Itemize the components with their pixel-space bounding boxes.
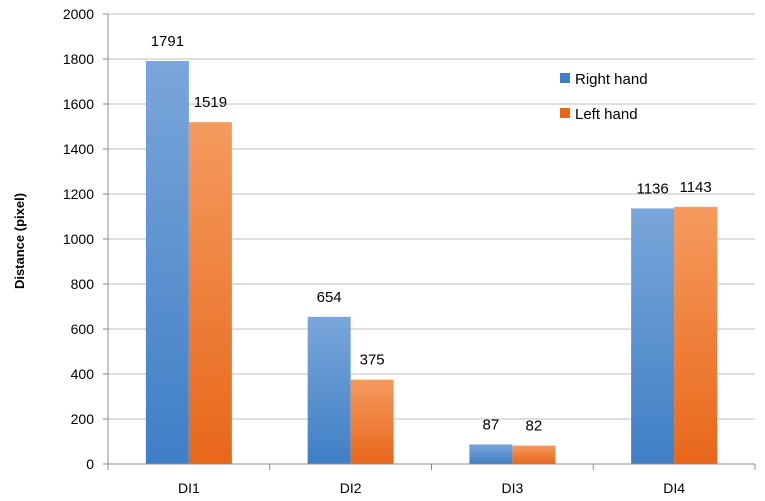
data-label: 375: [360, 352, 385, 369]
y-tick-label: 1000: [63, 231, 94, 247]
y-tick-label: 200: [71, 411, 95, 427]
y-tick-label: 1200: [63, 186, 94, 202]
y-tick-label: 2000: [63, 6, 94, 22]
data-label: 1143: [679, 179, 711, 196]
bar-left-hand-di4: [674, 206, 718, 464]
bars: [145, 61, 718, 465]
y-tick-label: 1600: [63, 96, 94, 112]
data-label: 1519: [194, 94, 227, 111]
y-tick-label: 600: [71, 321, 95, 337]
y-axis-ticks: 0 200 400 600 800 1000 1200 1400 1600 1800 2000: [63, 6, 109, 472]
bar-left-hand-di1: [188, 122, 232, 464]
x-axis: DI1 DI2 DI3 DI4: [107, 463, 756, 496]
legend-swatch: [560, 108, 570, 118]
data-label: 1136: [636, 180, 668, 197]
y-tick-label: 1400: [63, 141, 94, 157]
x-tick-label: DI3: [501, 480, 523, 496]
bar-left-hand-di3: [512, 445, 556, 464]
data-label: 87: [483, 416, 500, 433]
legend-swatch: [560, 73, 570, 83]
bar-right-hand-di3: [469, 444, 513, 464]
y-tick-label: 1800: [63, 51, 94, 67]
y-axis-label: Distance (pixel): [12, 193, 27, 289]
bar-left-hand-di2: [350, 379, 394, 464]
y-tick-label: 0: [86, 456, 94, 472]
bar-right-hand-di1: [145, 61, 189, 465]
legend: Right hand Left hand: [560, 71, 648, 123]
x-tick-label: DI2: [340, 480, 362, 496]
legend-label: Left hand: [575, 106, 638, 123]
data-label: 1791: [151, 33, 184, 50]
data-label: 82: [526, 418, 543, 435]
y-tick-label: 400: [71, 366, 95, 382]
data-labels: 1791 1519 654 375 87 82 1136 1143: [151, 33, 712, 435]
x-tick-label: DI1: [178, 480, 200, 496]
data-label: 654: [317, 289, 342, 306]
bar-right-hand-di4: [631, 208, 675, 464]
legend-label: Right hand: [575, 71, 648, 88]
y-tick-label: 800: [71, 276, 95, 292]
bar-right-hand-di2: [307, 316, 351, 464]
x-tick-label: DI4: [663, 480, 685, 496]
